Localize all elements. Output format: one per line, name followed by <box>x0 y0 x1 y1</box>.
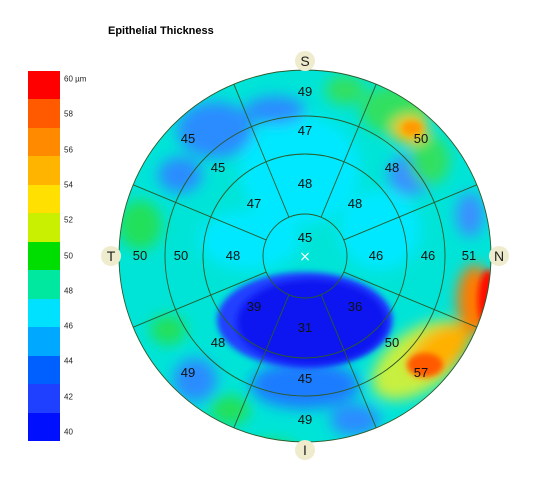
zone-outer-t-value: 50 <box>133 248 147 263</box>
zone-inner-it-value: 39 <box>247 299 261 314</box>
scale-label: 40 <box>64 427 73 437</box>
zone-inner-st-value: 47 <box>247 196 261 211</box>
zone-outer-i-value: 49 <box>298 412 312 427</box>
zone-middle-t-value: 50 <box>174 248 188 263</box>
scale-label: 58 <box>64 109 73 119</box>
scale-label: 48 <box>64 286 73 296</box>
sector-divider <box>233 294 290 429</box>
scale-swatch <box>28 71 60 100</box>
map-title: Epithelial Thickness <box>108 25 214 37</box>
scale-swatch <box>28 99 60 129</box>
center-mark: × <box>299 249 311 265</box>
sector-divider <box>343 184 478 241</box>
scale-swatch <box>28 184 60 214</box>
sector-divider <box>320 294 377 429</box>
zone-inner-sn-value: 48 <box>348 196 362 211</box>
zone-outer-in-value: 57 <box>414 365 428 380</box>
scale-swatch <box>28 241 60 271</box>
scale-swatch <box>28 327 60 357</box>
scale-swatch <box>28 355 60 385</box>
scale-label: 60 µm <box>64 74 87 84</box>
zone-inner-in-value: 36 <box>348 299 362 314</box>
sector-divider <box>233 83 290 218</box>
scale-label: 56 <box>64 145 73 155</box>
scale-swatch <box>28 156 60 186</box>
zone-center-value: 45 <box>298 230 312 245</box>
zone-dividers <box>132 83 478 429</box>
zone-middle-i-value: 45 <box>298 371 312 386</box>
zone-inner-s-value: 48 <box>298 176 312 191</box>
zone-middle-s-value: 47 <box>298 123 312 138</box>
sector-divider <box>132 184 267 241</box>
scale-swatch <box>28 384 60 414</box>
superior-label: S <box>300 53 309 69</box>
scale-label: 52 <box>64 215 73 225</box>
zone-middle-sn-value: 48 <box>385 160 399 175</box>
sector-divider <box>132 271 267 328</box>
zone-middle-n-value: 46 <box>421 248 435 263</box>
scale-swatch <box>28 213 60 243</box>
scale-swatch <box>28 298 60 328</box>
scale-label: 50 <box>64 251 73 260</box>
zone-middle-st-value: 45 <box>211 160 225 175</box>
scale-label: 46 <box>64 321 73 331</box>
sector-divider <box>343 271 478 328</box>
inferior-label: I <box>303 442 307 458</box>
direction-labels: S I T N <box>101 51 509 460</box>
zone-middle-it-value: 48 <box>211 335 225 350</box>
thickness-heatmap <box>119 70 491 442</box>
scale-swatch <box>28 127 60 157</box>
scale-label: 54 <box>64 180 73 190</box>
thickness-color-scale <box>28 71 60 442</box>
scale-swatch <box>28 270 60 300</box>
zone-middle-in-value: 50 <box>385 335 399 350</box>
zone-outer-sn-value: 50 <box>414 131 428 146</box>
scale-label: 44 <box>64 356 73 366</box>
temporal-label: T <box>107 248 116 264</box>
zone-outer-s-value: 49 <box>298 84 312 99</box>
zone-outer-it-value: 49 <box>181 365 195 380</box>
scale-swatch <box>28 412 60 442</box>
zone-outer-st-value: 45 <box>181 131 195 146</box>
scale-label: 42 <box>64 392 73 402</box>
zone-inner-i-value: 31 <box>298 320 312 335</box>
zone-inner-n-value: 46 <box>369 248 383 263</box>
nasal-label: N <box>494 248 504 264</box>
zone-outer-n-value: 51 <box>462 248 476 263</box>
sector-divider <box>320 83 377 218</box>
zone-inner-t-value: 48 <box>226 248 240 263</box>
